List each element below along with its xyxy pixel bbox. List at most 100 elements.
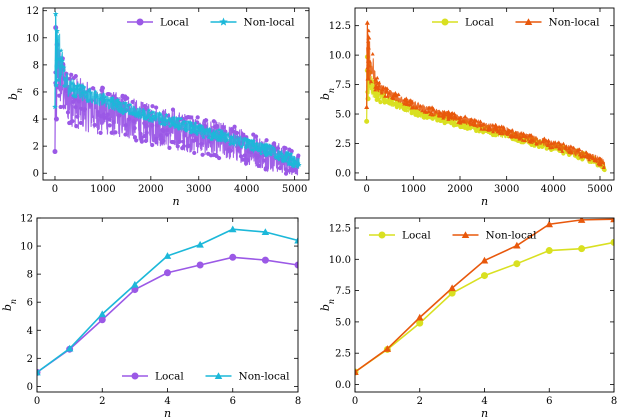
data-point: [101, 112, 106, 117]
data-point: [141, 109, 147, 114]
data-point: [474, 128, 479, 134]
data-point: [266, 143, 272, 149]
data-point: [564, 144, 569, 148]
data-point: [73, 74, 78, 79]
data-point: [377, 80, 382, 85]
data-point: [160, 127, 165, 132]
data-point: [437, 113, 442, 118]
data-point: [229, 135, 235, 140]
data-point: [414, 105, 419, 110]
series-non-local: [52, 11, 302, 169]
data-point: [140, 112, 146, 117]
data-point: [577, 152, 582, 157]
data-point: [235, 147, 240, 152]
series-local: [52, 25, 301, 176]
data-point: [54, 28, 60, 34]
data-point: [154, 140, 159, 145]
data-point: [278, 151, 284, 156]
data-point: [431, 107, 436, 112]
data-point: [286, 161, 292, 166]
data-point: [118, 108, 123, 113]
x-tick-label: 3000: [494, 184, 519, 195]
data-point: [180, 139, 186, 144]
data-point: [288, 151, 294, 157]
data-point: [583, 150, 588, 154]
data-point: [560, 149, 565, 153]
data-point: [213, 128, 219, 134]
data-point: [217, 137, 223, 143]
data-point: [253, 152, 258, 158]
data-point: [70, 93, 76, 98]
data-point: [188, 123, 194, 128]
data-point: [293, 159, 298, 164]
data-point: [171, 140, 176, 145]
data-point: [520, 138, 525, 142]
data-point: [482, 127, 487, 131]
panel-top-left: 0 1000 2000 3000 4000 5000 0 2 4 6 8 10 12 n bn Local No…: [7, 6, 310, 208]
data-point: [433, 109, 438, 114]
data-point: [385, 94, 390, 98]
data-point: [150, 123, 155, 128]
data-point: [177, 139, 182, 144]
data-point: [219, 128, 225, 134]
data-point: [296, 160, 301, 166]
data-point: [462, 119, 467, 124]
data-point: [370, 51, 375, 56]
data-point: [365, 76, 371, 81]
data-point: [545, 247, 553, 255]
series-non-local: [364, 20, 606, 169]
y-axis-label: bn: [1, 299, 18, 311]
data-point: [210, 134, 215, 139]
legend: Local Non-local: [369, 230, 537, 242]
data-point: [214, 123, 219, 129]
axes-frame: [354, 217, 615, 393]
data-point: [286, 152, 292, 158]
data-point: [131, 119, 136, 124]
data-point: [253, 146, 259, 152]
data-point: [428, 112, 433, 116]
data-point: [93, 89, 98, 94]
data-point: [571, 145, 576, 150]
x-tick-label: 6: [546, 396, 552, 407]
x-tick-label: 2000: [138, 184, 163, 195]
y-tick-label: 7.5: [335, 80, 351, 91]
data-point: [439, 118, 444, 123]
y-axis-label: bn: [319, 88, 336, 100]
data-point: [69, 72, 74, 77]
series-local: [37, 253, 298, 376]
data-point: [154, 105, 159, 110]
data-point: [291, 159, 296, 165]
data-point: [96, 112, 101, 117]
data-point: [197, 123, 203, 128]
data-point: [378, 99, 383, 105]
data-point: [123, 132, 128, 137]
data-point: [589, 155, 594, 160]
data-point: [199, 141, 204, 147]
data-point: [193, 136, 198, 141]
legend-label: Local: [402, 230, 431, 242]
data-point: [519, 130, 524, 135]
data-point: [109, 98, 115, 103]
data-point: [182, 126, 187, 131]
legend-item: Local: [127, 17, 189, 29]
data-point: [389, 95, 394, 100]
data-point: [131, 280, 139, 288]
y-tick-label: 5.0: [335, 110, 351, 121]
y-tick-label: 8: [27, 270, 33, 281]
x-tick-label: 4000: [234, 184, 259, 195]
y-tick-label: 0.0: [335, 380, 351, 391]
data-point: [492, 125, 497, 130]
data-point: [478, 119, 483, 124]
data-point: [529, 140, 534, 144]
y-tick-label: 10: [26, 33, 39, 44]
data-point: [488, 127, 493, 132]
data-point: [196, 240, 204, 248]
data-point: [67, 86, 73, 91]
data-point: [98, 130, 103, 135]
data-point: [149, 110, 154, 115]
data-point: [575, 148, 580, 153]
data-point: [469, 117, 474, 121]
axes-frame: [354, 7, 615, 181]
data-point: [85, 98, 90, 104]
data-point: [262, 149, 268, 154]
